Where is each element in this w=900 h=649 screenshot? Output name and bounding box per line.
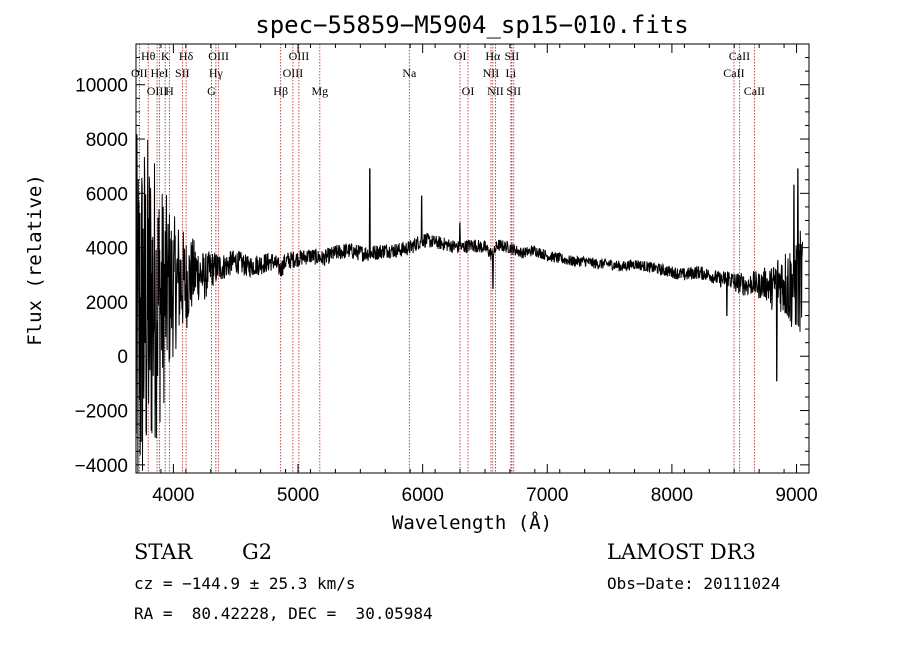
y-axis-label: Flux (relative) [24,174,46,346]
y-tick-label: −4000 [75,456,128,477]
plot-frame [135,43,810,474]
line-label: Mg [311,84,328,98]
sky-coordinates: RA = 80.42228, DEC = 30.05984 [134,604,433,623]
line-label: OIII [289,49,310,63]
line-label: Hγ [209,66,224,80]
redshift-velocity: cz = −144.9 ± 25.3 km/s [134,574,356,593]
y-tick-label: 6000 [86,184,128,205]
x-axis-label: Wavelength (Å) [392,511,552,534]
observation-date: Obs−Date: 20111024 [607,574,781,593]
x-tick-label: 8000 [651,485,693,506]
y-tick-label: 10000 [75,76,128,97]
y-tick-label: −2000 [75,402,128,423]
line-label: Hα [485,49,501,63]
line-label: G [207,84,216,98]
y-tick-label: 8000 [86,130,128,151]
line-label: Li [506,66,517,80]
line-label: SII [506,84,521,98]
line-label: NII [483,66,500,80]
y-tick-label: 4000 [86,239,128,260]
line-label: CaII [723,66,744,80]
line-label: Hβ [273,84,288,98]
x-tick-label: 6000 [402,485,444,506]
line-label: OI [454,49,467,63]
x-tick-label: 9000 [775,485,817,506]
line-label: CaII [744,84,765,98]
line-label: OIII [208,49,229,63]
chart-title: spec−55859−M5904_sp15−010.fits [255,11,688,39]
line-label: Hθ [141,49,156,63]
line-label: NII [487,84,504,98]
line-label: OII [131,66,148,80]
line-label: OIII [283,66,304,80]
line-label: OIII [147,84,168,98]
y-tick-label: 0 [117,347,128,368]
spectral-subclass: G2 [242,540,273,564]
line-label: HeI [151,66,169,80]
line-label: CaII [729,49,750,63]
y-axis-ticks: −4000 −2000 0 2000 4000 6000 8000 10000 [75,57,809,477]
line-label: K [161,49,170,63]
x-axis-ticks: 4000 5000 6000 7000 8000 9000 [135,44,818,506]
line-label: SII [505,49,520,63]
survey-name: LAMOST DR3 [607,540,756,564]
line-label: Na [402,66,417,80]
line-label: SII [175,66,190,80]
x-tick-label: 7000 [526,485,568,506]
object-type: STAR [134,540,193,564]
y-tick-label: 2000 [86,293,128,314]
line-label: Hδ [179,49,194,63]
line-label: H [165,84,174,98]
x-tick-label: 4000 [152,485,194,506]
line-label: OI [462,84,475,98]
spectrum-line [135,134,803,474]
x-tick-label: 5000 [277,485,319,506]
